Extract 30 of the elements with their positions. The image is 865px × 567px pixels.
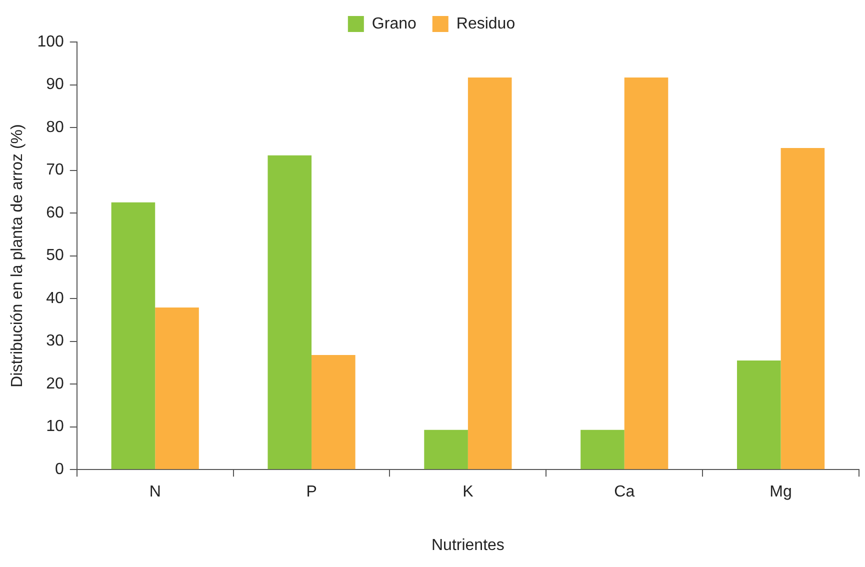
y-tick-label: 10 [46, 418, 64, 436]
x-tick-label: Ca [614, 484, 635, 501]
y-tick-label: 30 [46, 332, 64, 350]
x-tick-label: K [462, 484, 474, 501]
bar [580, 430, 624, 470]
y-tick-label: 0 [54, 461, 64, 478]
bar [268, 155, 312, 470]
bar [312, 355, 356, 470]
bar [111, 202, 156, 470]
bar [155, 308, 199, 470]
x-axis-title: Nutrientes [431, 536, 504, 554]
x-tick-label: P [306, 484, 317, 501]
y-tick-label: 50 [46, 247, 64, 264]
bar [468, 77, 512, 470]
y-tick-label: 100 [37, 33, 64, 50]
y-tick-label: 20 [46, 375, 64, 392]
y-axis-title: Distribución en la planta de arroz (%) [9, 124, 26, 388]
x-tick-label: N [149, 484, 161, 501]
bar [624, 77, 668, 470]
y-tick-label: 80 [46, 118, 64, 136]
y-tick-label: 70 [46, 162, 64, 179]
bar [424, 430, 468, 470]
y-tick-label: 90 [46, 76, 64, 94]
y-tick-label: 60 [46, 204, 64, 222]
legend-label: Grano [372, 15, 416, 32]
x-tick-label: Mg [770, 484, 792, 501]
bar [780, 148, 825, 470]
legend-label: Residuo [456, 15, 516, 32]
bar [736, 360, 781, 470]
y-tick-label: 40 [46, 290, 64, 307]
